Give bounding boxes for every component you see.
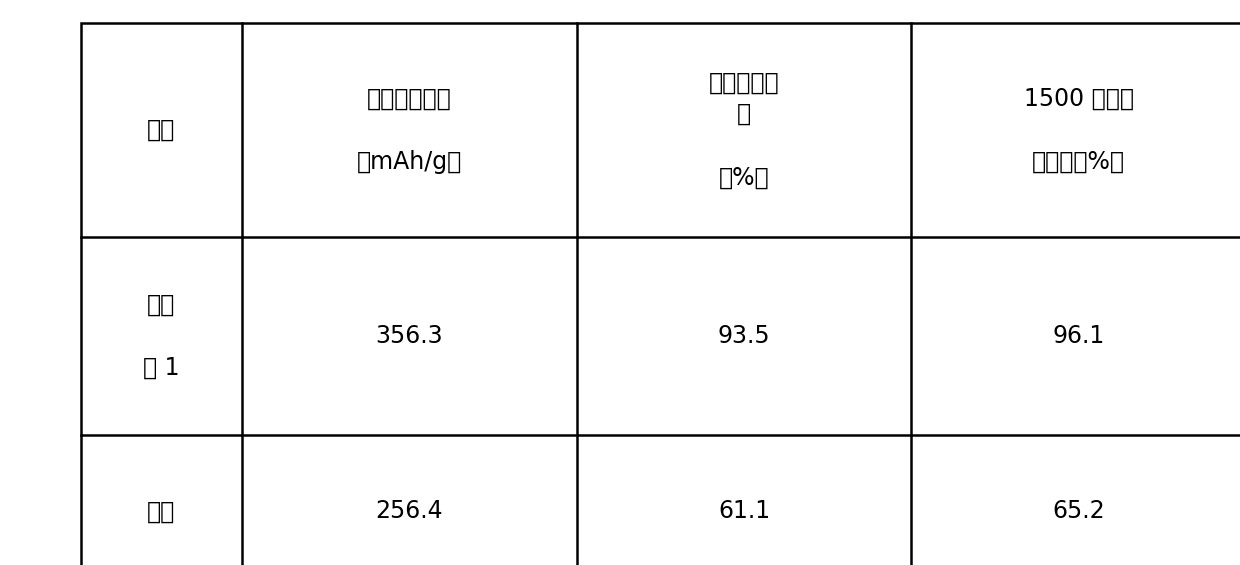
Text: 1500 周循环

保持率（%）: 1500 周循环 保持率（%） bbox=[1024, 86, 1133, 173]
Text: 61.1: 61.1 bbox=[718, 499, 770, 523]
Text: 356.3: 356.3 bbox=[376, 324, 443, 348]
Text: 96.1: 96.1 bbox=[1053, 324, 1105, 348]
Text: 对比: 对比 bbox=[148, 499, 175, 523]
Text: 实施

例 1: 实施 例 1 bbox=[143, 293, 180, 380]
Text: 首次放电容量

（mAh/g）: 首次放电容量 （mAh/g） bbox=[357, 86, 461, 173]
Text: 产品: 产品 bbox=[148, 118, 175, 142]
Text: 65.2: 65.2 bbox=[1053, 499, 1105, 523]
Text: 首次放电效
率

（%）: 首次放电效 率 （%） bbox=[709, 71, 779, 189]
Text: 256.4: 256.4 bbox=[376, 499, 443, 523]
Text: 93.5: 93.5 bbox=[718, 324, 770, 348]
